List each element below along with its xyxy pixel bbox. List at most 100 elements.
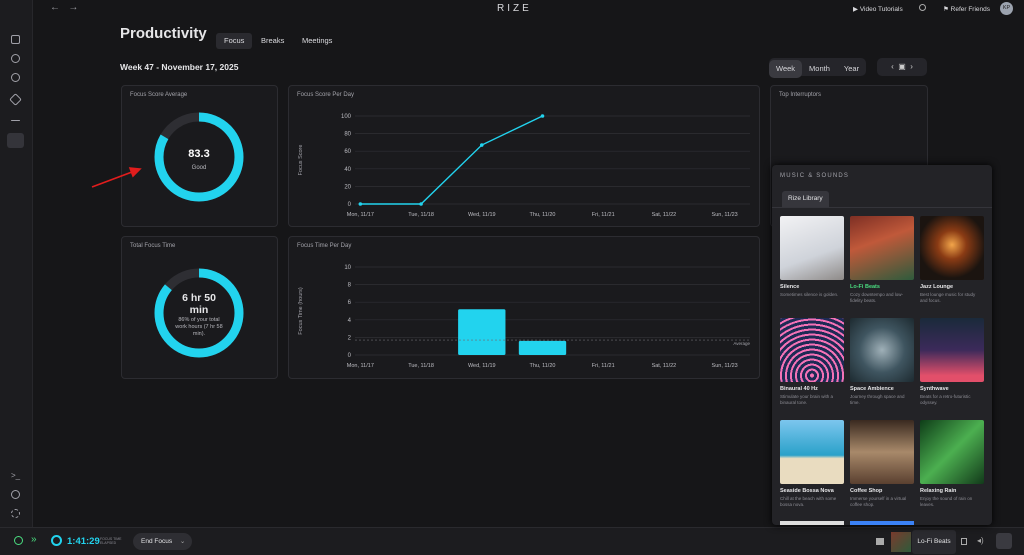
- card-title: Focus Score Per Day: [297, 92, 355, 98]
- power-icon[interactable]: [14, 536, 23, 545]
- thumb-partial: [850, 521, 914, 525]
- music-item-title[interactable]: Coffee Shop: [850, 488, 883, 494]
- focus-score-value: 83.3: [188, 148, 209, 160]
- total-focus-value: 6 hr 50 min: [182, 292, 216, 316]
- music-item[interactable]: Lo-Fi Beats Cozy downtempo and low-fideli…: [850, 216, 914, 303]
- now-playing[interactable]: Lo-Fi Beats: [912, 530, 956, 554]
- divider: [772, 207, 992, 208]
- x-tick-label: Wed, 11/19: [468, 212, 496, 218]
- settings-icon[interactable]: [11, 509, 20, 518]
- music-item-title[interactable]: Seaside Bossa Nova: [780, 488, 834, 494]
- end-focus-button[interactable]: End Focus ⌄: [133, 533, 192, 550]
- x-tick-label: Fri, 11/21: [592, 363, 615, 369]
- ring-progress: [154, 268, 244, 358]
- video-tutorials-label[interactable]: Video Tutorials: [859, 6, 903, 13]
- music-item-title[interactable]: Jazz Lounge: [920, 284, 954, 290]
- bar: [518, 340, 567, 355]
- card-title: Focus Score Average: [130, 92, 188, 98]
- bar: [458, 309, 506, 355]
- add-icon[interactable]: [11, 120, 20, 121]
- music-thumb[interactable]: [780, 318, 844, 382]
- x-tick-label: Mon, 11/17: [347, 212, 374, 218]
- music-item[interactable]: Jazz Lounge Best lounge music for study a…: [920, 216, 984, 303]
- nav-arrows[interactable]: ← →: [50, 2, 79, 13]
- timer: 1:41:29: [67, 536, 100, 547]
- x-tick-label: Fri, 11/21: [592, 212, 615, 218]
- card-title: Top Interruptors: [779, 92, 822, 98]
- x-tick-label: Wed, 11/19: [468, 363, 496, 369]
- chart-icon[interactable]: [876, 538, 884, 545]
- music-thumb[interactable]: [780, 420, 844, 484]
- now-playing-thumb: [891, 532, 911, 552]
- y-axis-label: Focus Time (hours): [298, 287, 304, 335]
- music-thumb[interactable]: [850, 318, 914, 382]
- point: [358, 202, 363, 206]
- music-item-description: Immerse yourself in a virtual coffee sho…: [850, 496, 907, 507]
- music-item[interactable]: Relaxing Rain Enjoy the sound of rain on …: [920, 420, 984, 507]
- reports-icon-active[interactable]: [7, 133, 24, 148]
- y-tick-label: 2: [348, 335, 352, 341]
- music-item-title[interactable]: Silence: [780, 284, 800, 290]
- x-tick-label: Sun, 11/23: [712, 363, 738, 369]
- chat-button[interactable]: [996, 533, 1012, 549]
- tab[interactable]: Focus: [216, 33, 253, 49]
- x-tick-label: Thu, 11/20: [530, 212, 556, 218]
- tab[interactable]: Meetings: [302, 36, 333, 45]
- date-nav[interactable]: ‹ ▣ ›: [877, 58, 927, 76]
- y-tick-label: 100: [341, 114, 352, 120]
- music-thumb[interactable]: [920, 420, 984, 484]
- music-item-description: Beats for a retro-futuristic odyssey.: [920, 394, 971, 405]
- music-thumb[interactable]: [780, 216, 844, 280]
- home-icon[interactable]: [11, 35, 20, 44]
- music-item-title[interactable]: Binaural 40 Hz: [780, 386, 818, 392]
- music-item[interactable]: Synthwave Beats for a retro-futuristic od…: [920, 318, 984, 405]
- music-item[interactable]: Seaside Bossa Nova Chill at the beach wit…: [780, 420, 844, 507]
- music-item-title[interactable]: Space Ambience: [850, 386, 894, 392]
- bottom-bar: » 1:41:29 FOCUS TIME ELAPSED End Focus ⌄…: [0, 527, 1024, 555]
- skip-icon[interactable]: »: [31, 534, 37, 545]
- y-tick-label: 0: [348, 202, 352, 208]
- end-focus-label[interactable]: End Focus: [141, 538, 173, 545]
- y-tick-label: 6: [348, 300, 352, 306]
- music-title: MUSIC & SOUNDS: [780, 173, 850, 179]
- music-item[interactable]: Binaural 40 Hz Stimulate your brain with …: [780, 318, 844, 405]
- line: [360, 115, 543, 205]
- playlist-icon[interactable]: [961, 538, 967, 545]
- range-option[interactable]: Week: [769, 60, 803, 78]
- theme-toggle[interactable]: [919, 4, 926, 11]
- music-item-title[interactable]: Synthwave: [920, 386, 949, 392]
- music-thumb[interactable]: [920, 216, 984, 280]
- avatar[interactable]: KP: [1000, 2, 1013, 15]
- volume-icon[interactable]: ◂): [977, 536, 984, 545]
- music-item-title[interactable]: Relaxing Rain: [920, 488, 957, 494]
- range-option[interactable]: Year: [843, 64, 860, 73]
- music-thumb[interactable]: [850, 420, 914, 484]
- sidebar: >_: [0, 0, 33, 527]
- music-panel: MUSIC & SOUNDS Rize Library Silence Somet…: [772, 165, 992, 525]
- focus-score-chart-card: Focus Score Per Day: [288, 85, 760, 227]
- music-thumb[interactable]: [850, 216, 914, 280]
- refer-friends[interactable]: ⚑ Refer Friends: [943, 6, 991, 13]
- x-tick-label: Sat, 11/22: [652, 363, 677, 369]
- terminal-icon[interactable]: >_: [11, 471, 21, 480]
- range-option[interactable]: Month: [809, 64, 830, 73]
- x-tick-label: Tue, 11/18: [408, 212, 434, 218]
- music-item[interactable]: Coffee Shop Immerse yourself in a virtual…: [850, 420, 914, 507]
- music-thumb[interactable]: [920, 318, 984, 382]
- refer-friends-label[interactable]: Refer Friends: [950, 6, 991, 13]
- globe-icon[interactable]: [11, 73, 20, 82]
- tab[interactable]: Breaks: [261, 36, 285, 45]
- ring-progress: [154, 112, 244, 202]
- music-item-title[interactable]: Lo-Fi Beats: [850, 284, 880, 290]
- music-item[interactable]: Silence Sometimes silence is golden.: [780, 216, 844, 298]
- library-tab[interactable]: Rize Library: [782, 191, 829, 207]
- video-tutorials[interactable]: ▶ Video Tutorials: [853, 6, 903, 13]
- music-item[interactable]: Space Ambience Journey through space and …: [850, 318, 914, 405]
- timer-icon[interactable]: [11, 54, 20, 63]
- y-tick-label: 10: [344, 265, 351, 271]
- help-icon[interactable]: [11, 490, 20, 499]
- x-tick-label: Thu, 11/20: [530, 363, 556, 369]
- y-tick-label: 60: [344, 149, 351, 155]
